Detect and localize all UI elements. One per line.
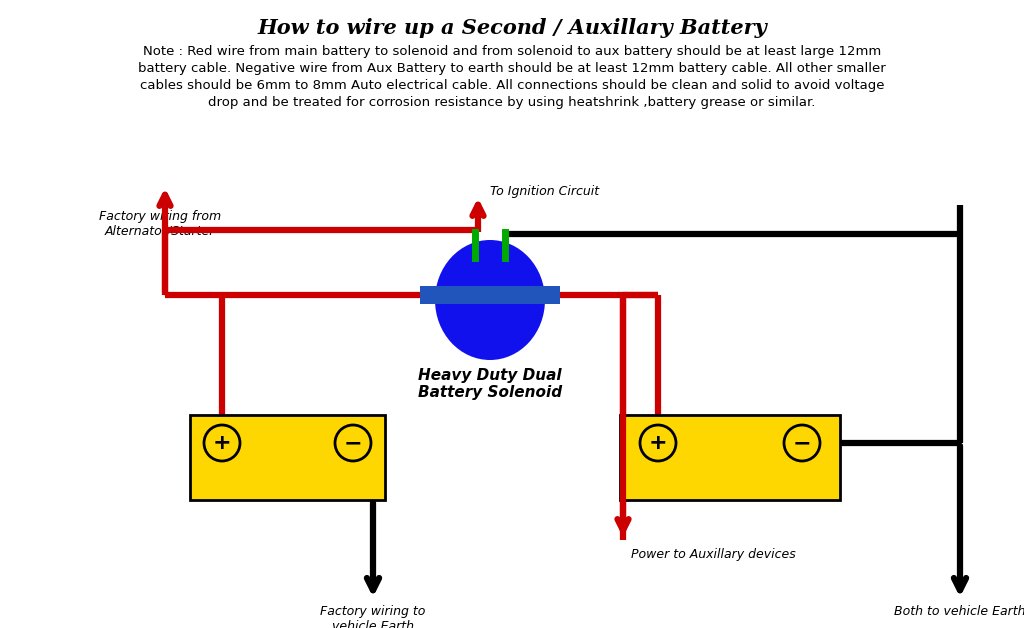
Text: −: −	[793, 433, 811, 453]
Text: How to wire up a Second / Auxillary Battery: How to wire up a Second / Auxillary Batt…	[257, 18, 767, 38]
Circle shape	[640, 425, 676, 461]
Bar	[620, 415, 840, 500]
Circle shape	[204, 425, 240, 461]
Text: +: +	[648, 433, 668, 453]
Text: Auxillary  Battery: Auxillary Battery	[654, 470, 805, 484]
Text: Note : Red wire from main battery to solenoid and from solenoid to aux battery s: Note : Red wire from main battery to sol…	[138, 45, 886, 109]
Bar	[190, 415, 385, 500]
Bar	[420, 286, 560, 304]
Text: −: −	[344, 433, 362, 453]
Circle shape	[335, 425, 371, 461]
Text: Both to vehicle Earth: Both to vehicle Earth	[894, 605, 1024, 618]
Text: +: +	[213, 433, 231, 453]
Text: Factory wiring from
Alternator/Starter: Factory wiring from Alternator/Starter	[99, 210, 221, 238]
Circle shape	[784, 425, 820, 461]
Ellipse shape	[435, 240, 545, 360]
Text: Heavy Duty Dual
Battery Solenoid: Heavy Duty Dual Battery Solenoid	[418, 368, 562, 401]
Text: Factory wiring to
vehicle Earth: Factory wiring to vehicle Earth	[321, 605, 426, 628]
Text: Power to Auxillary devices: Power to Auxillary devices	[631, 548, 796, 561]
Text: Main Battery: Main Battery	[232, 470, 343, 484]
Text: To Ignition Circuit: To Ignition Circuit	[490, 185, 599, 198]
